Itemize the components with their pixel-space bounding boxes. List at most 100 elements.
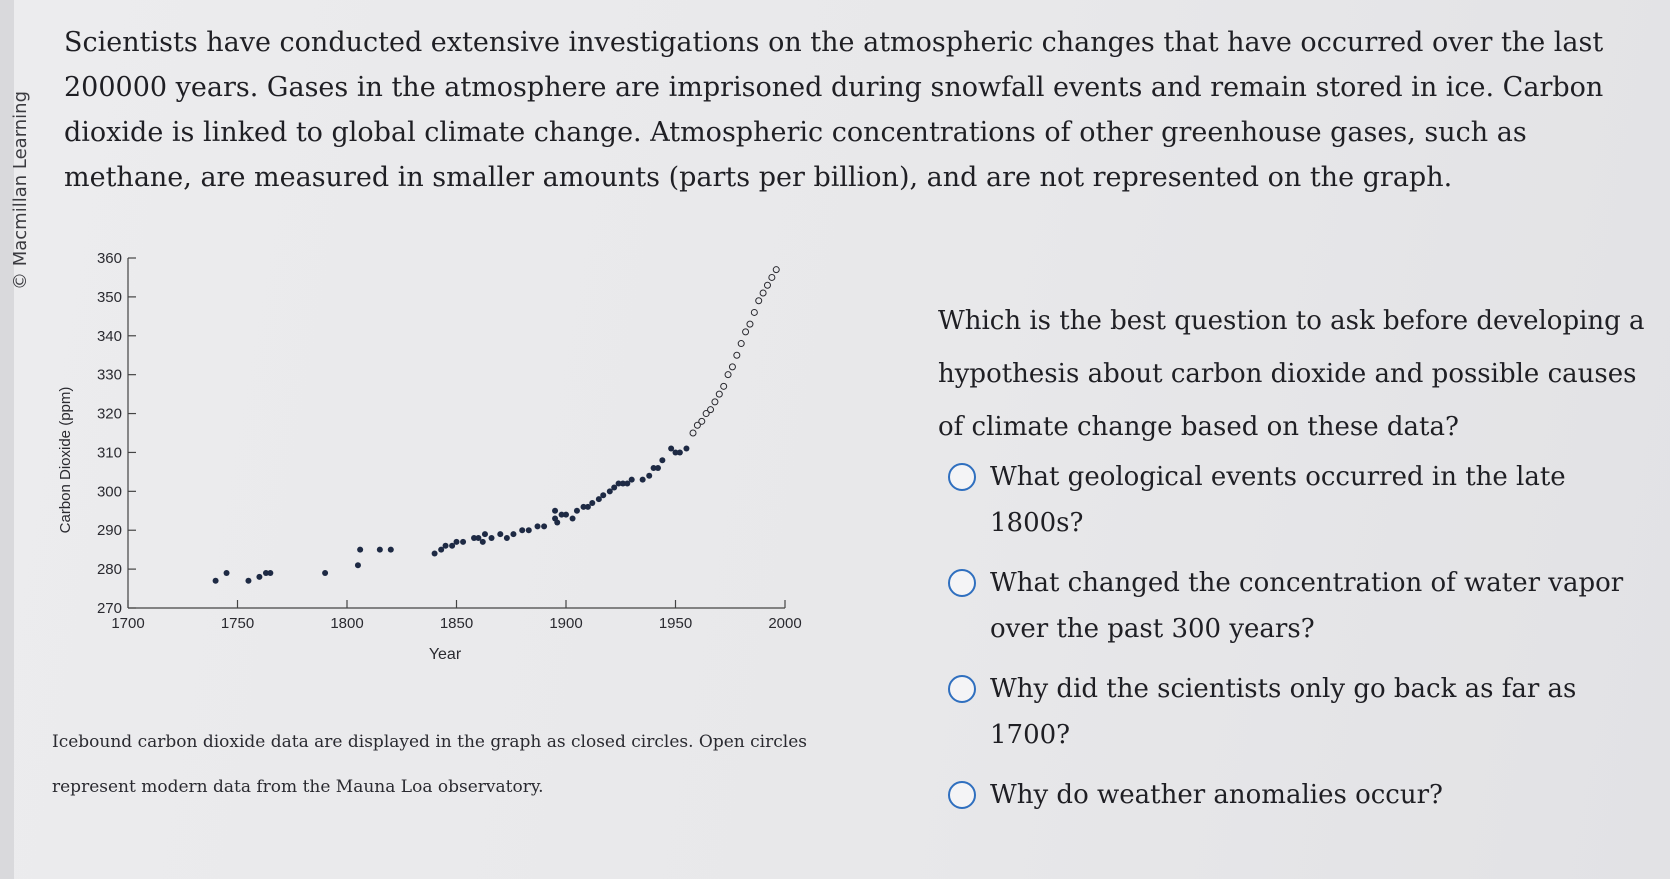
closed-circle-point <box>245 577 252 584</box>
co2-chart-svg: 270 280 290 300 310 320 330 340 350 360 1700 1750 18… <box>57 250 802 663</box>
closed-circle-point <box>683 445 690 452</box>
closed-circle-point <box>672 449 679 456</box>
closed-circle-point <box>569 515 576 522</box>
y-tick-label: 270 <box>97 600 122 617</box>
closed-circle-point <box>659 457 666 464</box>
closed-circle-point <box>438 546 445 553</box>
closed-circle-point <box>595 496 602 503</box>
open-circle-point <box>737 340 745 348</box>
closed-circle-point <box>554 519 561 526</box>
open-circle-point <box>707 406 715 414</box>
closed-circle-point <box>668 445 675 452</box>
closed-circle-point <box>525 527 532 534</box>
intro-paragraph: Scientists have conducted extensive inve… <box>64 27 1604 193</box>
closed-circle-point <box>510 531 517 538</box>
closed-circle-point <box>453 538 460 545</box>
closed-circle-point <box>584 503 591 510</box>
x-tick-label: 1700 <box>111 615 144 632</box>
y-tick-label: 360 <box>97 250 122 267</box>
open-circle-point <box>755 297 763 305</box>
question-panel: Which is the best question to ask before… <box>938 295 1658 832</box>
closed-circle-point <box>481 531 488 538</box>
radio-button-icon[interactable] <box>948 463 976 491</box>
open-circle-point <box>702 410 710 418</box>
x-tick-label: 1900 <box>549 615 582 632</box>
closed-circle-point <box>519 527 526 534</box>
radio-button-icon[interactable] <box>948 781 976 809</box>
open-circle-point <box>711 398 719 406</box>
closed-circle-point <box>650 465 657 471</box>
open-circle-point <box>724 371 732 379</box>
closed-circle-point <box>611 484 618 491</box>
open-circle-point <box>733 351 741 359</box>
closed-circle-point <box>619 480 626 487</box>
chart-caption: Icebound carbon dioxide data are display… <box>52 732 807 797</box>
x-tick-label: 1850 <box>440 615 473 632</box>
copyright-notice: © Macmillan Learning <box>10 90 31 290</box>
y-axis-label: Carbon Dioxide (ppm) <box>57 387 74 534</box>
closed-circle-point <box>676 449 683 456</box>
open-circle-point <box>746 320 754 328</box>
y-tick-label: 320 <box>97 406 122 423</box>
co2-chart: 270 280 290 300 310 320 330 340 350 360 1700 1750 18… <box>40 250 870 710</box>
closed-circle-point <box>488 535 495 541</box>
closed-circle-point <box>600 492 607 499</box>
y-tick-label: 350 <box>97 289 122 306</box>
closed-circle-point <box>267 570 274 576</box>
answer-option-3[interactable]: Why did the scientists only go back as f… <box>948 666 1658 758</box>
closed-circle-point <box>475 535 482 541</box>
radio-button-icon[interactable] <box>948 569 976 597</box>
y-tick-label: 340 <box>97 328 122 345</box>
x-tick-label: 1750 <box>221 615 254 632</box>
y-tick-label: 300 <box>97 483 122 500</box>
answer-option-label: What geological events occurred in the l… <box>990 462 1566 538</box>
closed-circle-point <box>479 538 486 545</box>
closed-circle-point <box>534 523 541 530</box>
left-edge-strip <box>0 0 14 879</box>
closed-circle-point <box>262 570 269 576</box>
closed-circle-point <box>552 507 559 514</box>
closed-circle-point <box>449 542 456 549</box>
answer-option-label: Why do weather anomalies occur? <box>990 780 1443 810</box>
answer-option-1[interactable]: What geological events occurred in the l… <box>948 454 1658 546</box>
answer-option-label: Why did the scientists only go back as f… <box>990 674 1577 750</box>
closed-circle-point <box>256 573 263 580</box>
closed-circle-point <box>223 570 230 576</box>
closed-circle-point <box>558 511 565 518</box>
closed-circle-point <box>460 538 467 545</box>
closed-circle-point <box>471 535 478 541</box>
closed-circle-point <box>503 535 510 541</box>
closed-circle-point <box>431 550 438 557</box>
closed-circle-point <box>646 472 653 479</box>
open-circle-point <box>742 328 750 336</box>
closed-circle-point <box>563 511 569 518</box>
y-tick-label: 310 <box>97 444 122 461</box>
x-tick-label: 1800 <box>330 615 363 632</box>
x-tick-label: 1950 <box>659 615 692 632</box>
closed-circle-point <box>624 480 631 487</box>
open-circle-point <box>720 382 728 390</box>
answer-options: What geological events occurred in the l… <box>938 454 1658 818</box>
open-circle-point <box>768 273 776 281</box>
answer-option-2[interactable]: What changed the concentration of water … <box>948 560 1658 652</box>
closed-circle-point <box>541 523 548 530</box>
open-circle-point <box>689 429 697 437</box>
y-tick-label: 280 <box>97 561 122 578</box>
open-circle-point <box>715 390 723 398</box>
answer-option-label: What changed the concentration of water … <box>990 568 1624 644</box>
open-circle-point <box>759 289 767 297</box>
closed-circle-point <box>654 465 661 471</box>
answer-option-4[interactable]: Why do weather anomalies occur? <box>948 772 1658 818</box>
x-tick-label: 2000 <box>768 615 801 632</box>
x-axis-label: Year <box>429 646 462 663</box>
closed-circle-point <box>589 500 596 506</box>
open-circle-point <box>698 417 706 425</box>
open-circle-point <box>728 363 736 371</box>
closed-circle-point <box>639 476 646 483</box>
closed-circle-point <box>628 476 635 483</box>
closed-circle-point <box>606 488 613 495</box>
closed-circle-point <box>615 480 622 487</box>
radio-button-icon[interactable] <box>948 675 976 703</box>
y-tick-label: 290 <box>97 522 122 539</box>
